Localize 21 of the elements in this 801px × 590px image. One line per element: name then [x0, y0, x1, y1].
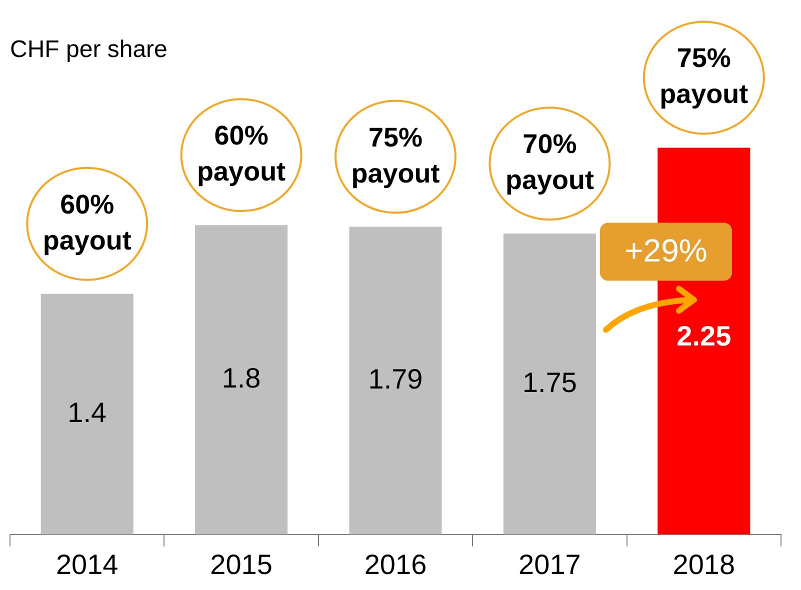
- data-label: 1.75: [522, 366, 577, 398]
- bar: [40, 294, 134, 534]
- annotation: +29%: [624, 232, 708, 269]
- bar: [349, 226, 442, 534]
- annotation: 70% payout: [505, 129, 594, 196]
- x-tick-label: 2017: [518, 548, 581, 580]
- annotation: 60% payout: [197, 120, 286, 187]
- data-label: 1.8: [222, 362, 261, 394]
- x-tick-label: 2018: [672, 548, 736, 580]
- text: 75% payout: [660, 43, 748, 110]
- x-tick-label: 2016: [364, 548, 427, 580]
- y-axis-title: CHF per share: [10, 36, 168, 64]
- annotation: 60% payout: [42, 189, 132, 256]
- annotation: 75% payout: [351, 122, 440, 188]
- bar: [503, 234, 596, 534]
- data-label: 2.25: [676, 320, 732, 352]
- bar: [195, 225, 288, 534]
- data-label: 1.4: [68, 396, 107, 428]
- x-tick-label: 2015: [210, 548, 272, 580]
- data-label: 1.79: [368, 363, 423, 394]
- x-tick-label: 2014: [56, 548, 118, 580]
